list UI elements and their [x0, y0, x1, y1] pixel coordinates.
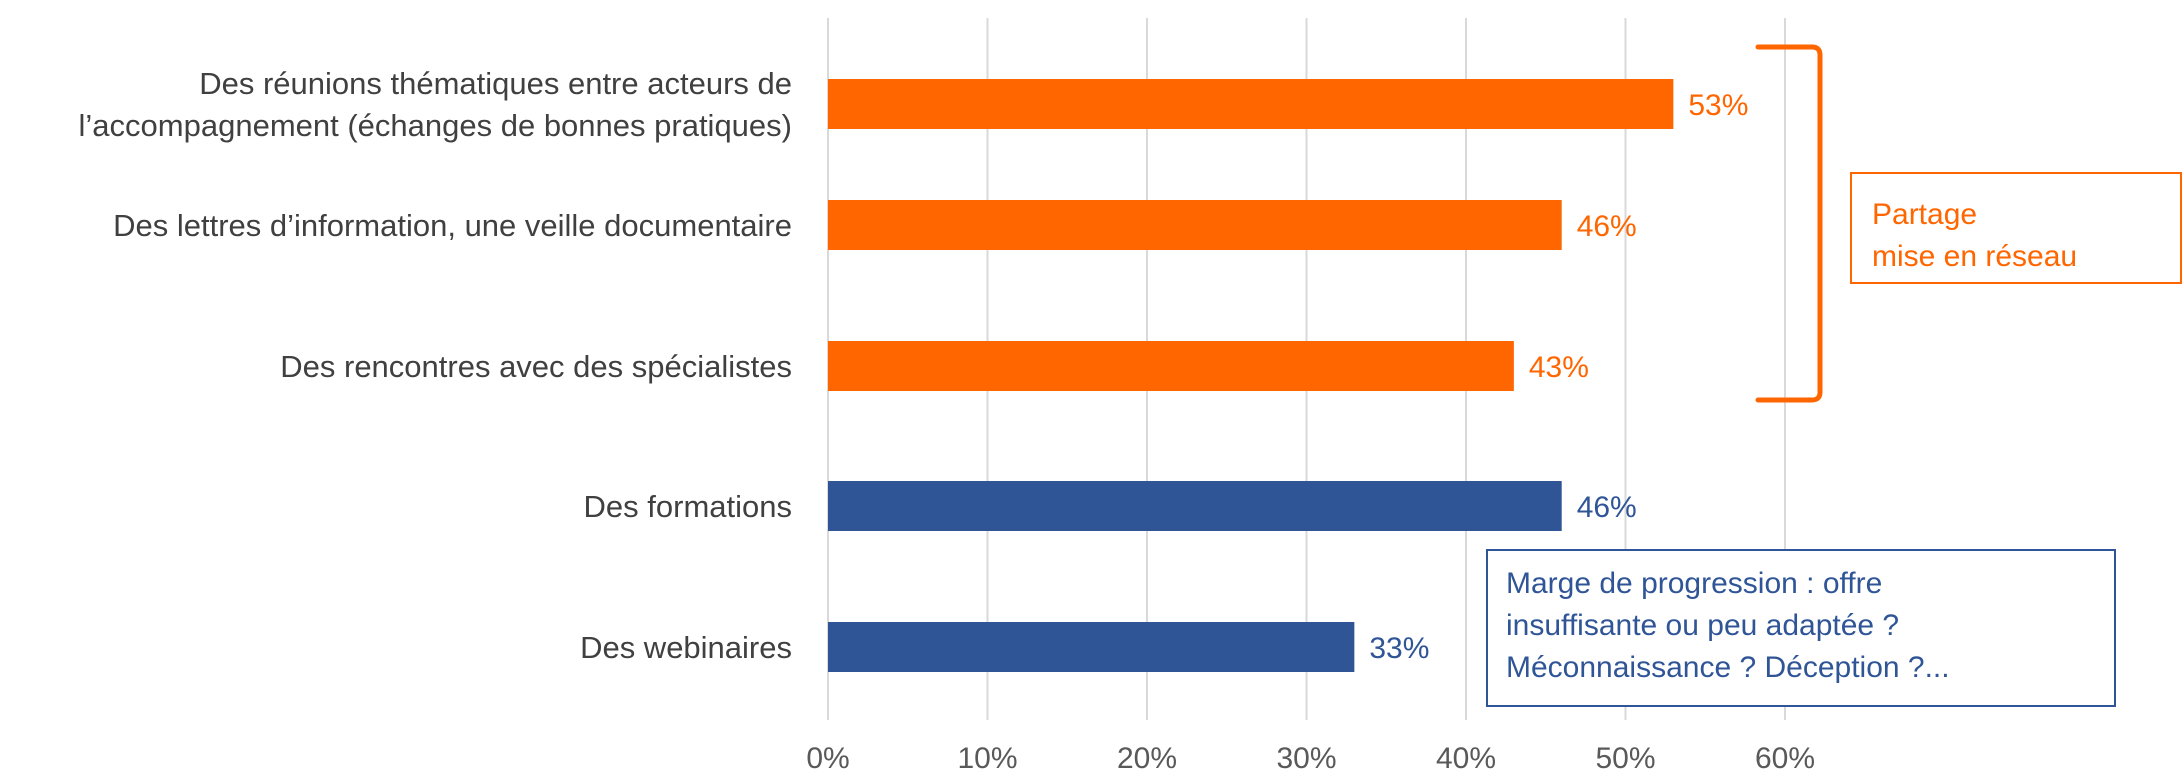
data-label: 43% [1529, 351, 1589, 384]
annotation-marge-line-2: insuffisante ou peu adaptée ? [1506, 609, 1900, 642]
data-label: 53% [1688, 89, 1748, 122]
category-label: l’accompagnement (échanges de bonnes pra… [79, 108, 792, 143]
x-tick-label: 0% [806, 742, 849, 775]
annotation-partage-line-1: Partage [1872, 198, 1978, 231]
annotation-marge-de-progression: Marge de progression : offre insuffisant… [1486, 549, 2116, 707]
annotation-partage: Partage mise en réseau [1850, 172, 2182, 284]
partage-bracket [1755, 44, 1823, 403]
annotation-marge-line-3: Méconnaissance ? Déception ?... [1506, 651, 1950, 684]
annotation-partage-line-2: mise en réseau [1872, 240, 2078, 273]
category-label: Des formations [584, 489, 792, 524]
bar [828, 341, 1514, 391]
bar [828, 481, 1562, 531]
x-axis-tick-labels: 0% 10% 20% 30% 40% 50% 60% [806, 742, 1815, 775]
x-tick-label: 10% [957, 742, 1017, 775]
bar [828, 200, 1562, 250]
x-tick-label: 60% [1755, 742, 1815, 775]
category-label: Des webinaires [580, 630, 792, 665]
bar [828, 622, 1355, 672]
bar [828, 79, 1674, 129]
x-tick-label: 40% [1436, 742, 1496, 775]
annotation-marge-line-1: Marge de progression : offre [1506, 567, 1883, 600]
category-label: Des réunions thématiques entre acteurs d… [199, 66, 792, 101]
data-label: 46% [1577, 210, 1637, 243]
bars [828, 79, 1674, 672]
category-label: Des lettres d’information, une veille do… [113, 208, 792, 243]
x-tick-label: 50% [1595, 742, 1655, 775]
category-labels: Des réunions thématiques entre acteurs d… [79, 66, 792, 665]
category-label: Des rencontres avec des spécialistes [280, 349, 792, 384]
x-tick-label: 20% [1117, 742, 1177, 775]
data-label: 33% [1369, 632, 1429, 665]
data-labels: 53% 46% 43% 46% 33% [1369, 89, 1748, 665]
x-tick-label: 30% [1276, 742, 1336, 775]
data-label: 46% [1577, 491, 1637, 524]
